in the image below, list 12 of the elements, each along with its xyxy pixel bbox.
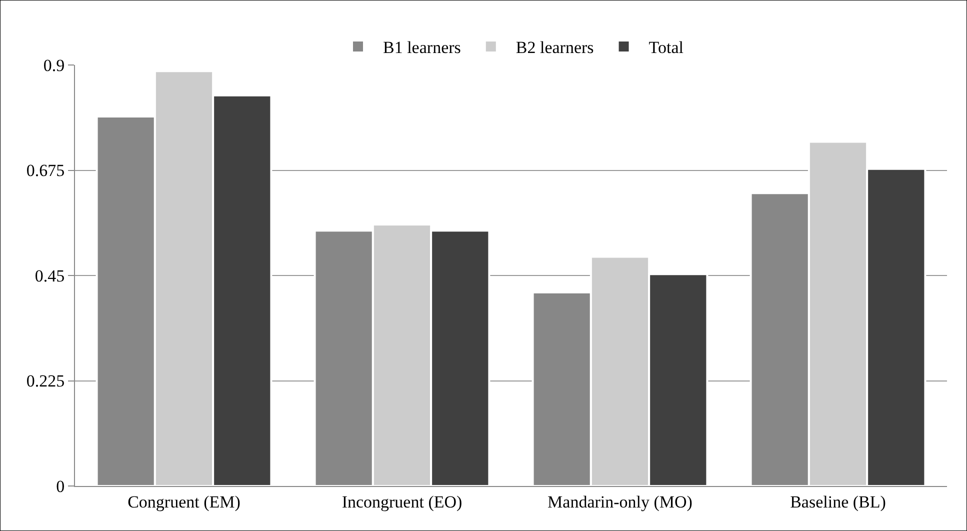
x-tick-label: Congruent (EM) <box>128 492 240 512</box>
legend-label: Total <box>648 38 684 58</box>
y-tick-label: 0 <box>56 476 65 496</box>
x-tick-label: Baseline (BL) <box>790 492 886 512</box>
x-tick-label: Mandarin-only (MO) <box>548 492 692 512</box>
x-tick-label: Incongruent (EO) <box>342 492 462 512</box>
y-tick-label: 0.45 <box>34 266 65 286</box>
y-tick-label: 0.225 <box>26 372 65 391</box>
legend-label: B1 learners <box>383 38 461 58</box>
y-tick-label: 0.9 <box>43 56 65 75</box>
legend-label: B2 learners <box>516 38 594 58</box>
y-tick-label: 0.675 <box>26 161 65 180</box>
